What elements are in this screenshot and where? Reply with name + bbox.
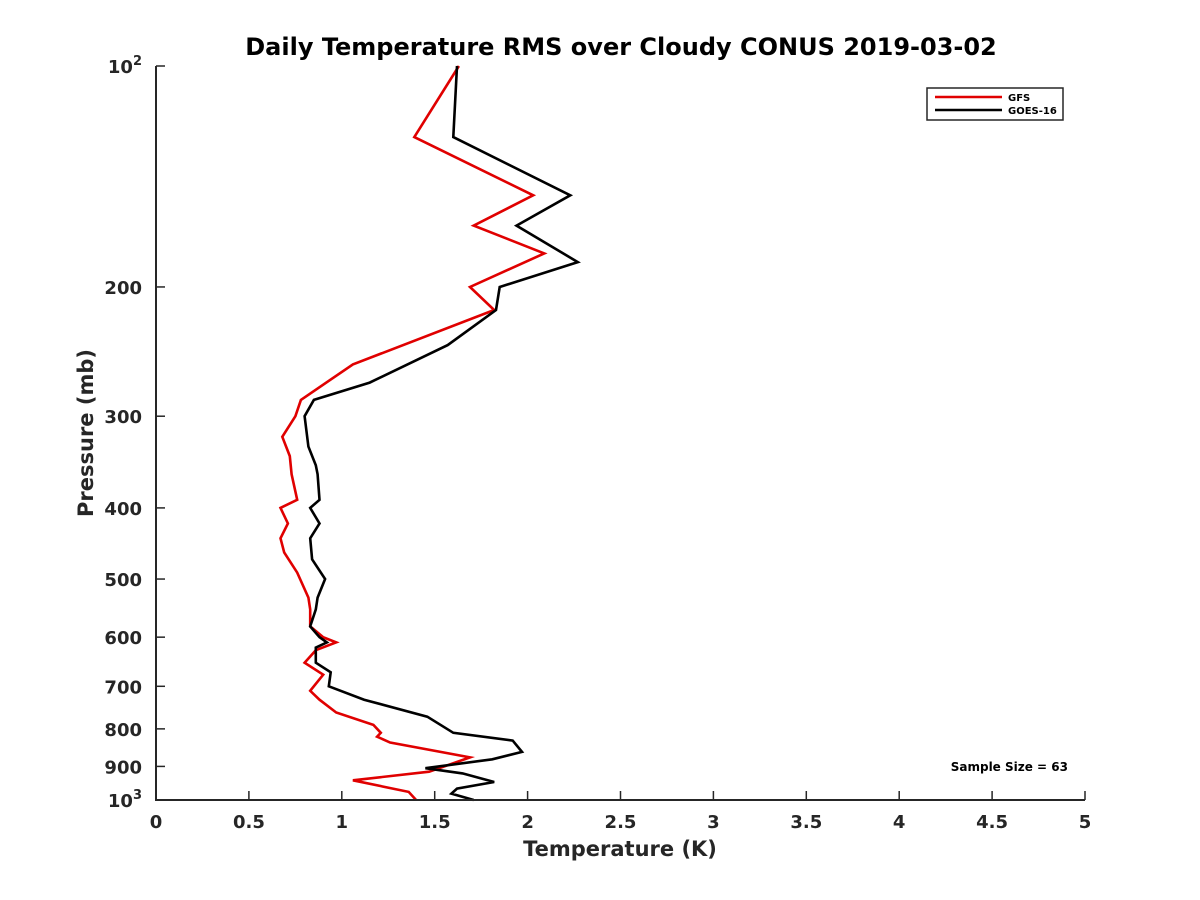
- plot-area: [278, 65, 581, 802]
- x-axis-label: Temperature (K): [523, 837, 717, 861]
- x-tick-label: 5: [1079, 812, 1092, 833]
- legend: GFS GOES-16: [926, 87, 1064, 121]
- legend-label-gfs: GFS: [1008, 93, 1030, 104]
- x-tick-label: 3.5: [790, 812, 822, 833]
- x-tick-label: 2.5: [605, 812, 637, 833]
- x-tick-label: 1: [336, 812, 349, 833]
- y-tick-label: 600: [104, 628, 142, 649]
- x-tick-label: 4.5: [976, 812, 1008, 833]
- sample-size-annotation: Sample Size = 63: [951, 760, 1068, 774]
- x-tick-label: 0.5: [233, 812, 265, 833]
- x-tick-label: 0: [150, 812, 163, 833]
- y-axis-label: Pressure (mb): [74, 349, 98, 517]
- y-tick-label: 500: [104, 570, 142, 591]
- x-tick-label: 4: [893, 812, 906, 833]
- y-tick-label: 200: [104, 278, 142, 299]
- legend-label-goes-16: GOES-16: [1008, 106, 1057, 117]
- y-tick-label: 300: [104, 407, 142, 428]
- legend-box: [926, 87, 1064, 121]
- y-tick-label: 400: [104, 499, 142, 520]
- chart-title: Daily Temperature RMS over Cloudy CONUS …: [245, 33, 997, 61]
- y-tick-label: 700: [104, 677, 142, 698]
- y-tick-label: 900: [104, 757, 142, 778]
- series-line-gfs: [278, 65, 548, 801]
- x-tick-label: 2: [521, 812, 534, 833]
- x-tick-label: 3: [707, 812, 720, 833]
- x-axis-ticks: 0 0.5 1 1.5 2 2.5 3 3.5 4 4.5 5: [150, 791, 1092, 833]
- series-line-goes-16: [303, 65, 581, 802]
- y-tick-label: 800: [104, 720, 142, 741]
- x-tick-label: 1.5: [419, 812, 451, 833]
